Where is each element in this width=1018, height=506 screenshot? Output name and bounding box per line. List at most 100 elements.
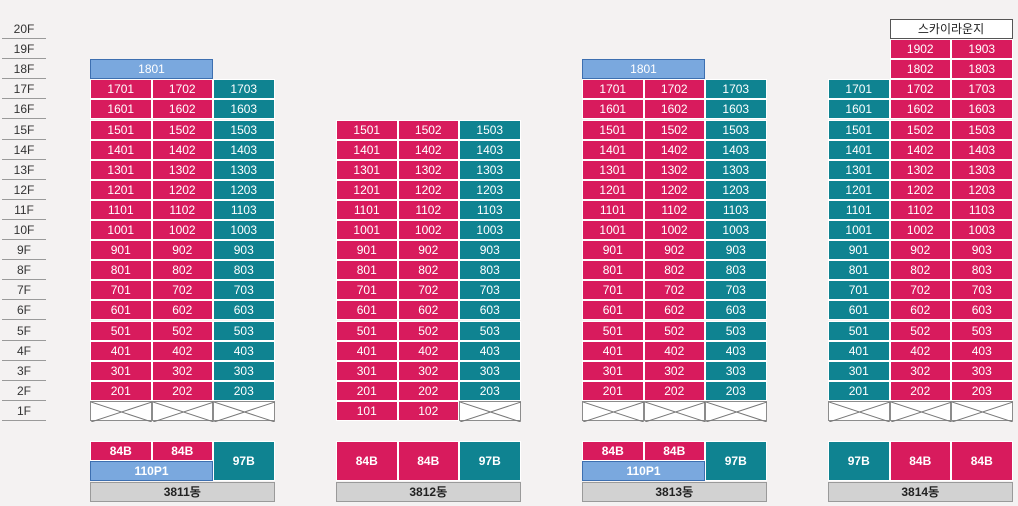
unit-cell: 702 xyxy=(397,280,459,301)
unit-cell: 1202 xyxy=(397,179,459,200)
unit-cell: 1603 xyxy=(213,99,275,120)
unit-type-cell: 110P1 xyxy=(90,461,213,481)
unit-cell: 201 xyxy=(582,380,644,401)
unit-cell: 1201 xyxy=(90,179,152,200)
unit-cell: 403 xyxy=(951,340,1013,361)
unit-cell: 303 xyxy=(951,360,1013,381)
unit-cell: 1103 xyxy=(705,199,767,220)
unit-cell: 701 xyxy=(582,280,644,301)
unit-cell: 1203 xyxy=(213,179,275,200)
unit-cell: 901 xyxy=(828,240,890,261)
unit-cell: 1701 xyxy=(90,79,152,100)
unit-cell: 1003 xyxy=(213,220,275,240)
unit-cell: 801 xyxy=(90,260,152,281)
unit-cell: 701 xyxy=(336,280,398,301)
unit-cell: 1301 xyxy=(90,159,152,180)
unit-type-cell: 84B xyxy=(951,441,1013,481)
unit-cell: 1001 xyxy=(336,220,398,240)
unit-cell: 603 xyxy=(213,300,275,321)
unit-cell: 1403 xyxy=(459,139,521,160)
unit-cell: 1101 xyxy=(336,199,398,220)
unit-cell: 1101 xyxy=(582,199,644,220)
floor-label: 5F xyxy=(2,321,46,341)
unit-cell: 302 xyxy=(889,360,951,381)
unit-cell: 902 xyxy=(397,240,459,261)
unit-cell: 402 xyxy=(889,340,951,361)
unit-cell: 1502 xyxy=(151,119,213,140)
unit-cell: 1301 xyxy=(582,159,644,180)
unit-cell: 1703 xyxy=(705,79,767,100)
unit-cell: 802 xyxy=(889,260,951,281)
unit-cell: 1703 xyxy=(951,79,1013,100)
unit-cell: 102 xyxy=(397,400,459,421)
unit-cell: 1402 xyxy=(397,139,459,160)
unit-cell: 203 xyxy=(213,380,275,401)
unit-cell: 602 xyxy=(889,300,951,321)
unit-cell: 901 xyxy=(336,240,398,261)
unit-cell: 1102 xyxy=(397,199,459,220)
unit-type-cell: 84B xyxy=(643,441,705,461)
unit-cell: 303 xyxy=(213,360,275,381)
unit-cell: 302 xyxy=(151,360,213,381)
unit-cell: 1503 xyxy=(951,119,1013,140)
unit-cell: 601 xyxy=(90,300,152,321)
unit-cell: 801 xyxy=(582,260,644,281)
unit-type-cell: 84B xyxy=(336,441,398,481)
unit-cell: 903 xyxy=(705,240,767,261)
unit-cell: 1503 xyxy=(459,119,521,140)
unit-cell: 1001 xyxy=(582,220,644,240)
unit-cell: 501 xyxy=(90,320,152,341)
unit-cell: 403 xyxy=(213,340,275,361)
floor-label: 17F xyxy=(2,79,46,100)
unit-cell: 1102 xyxy=(889,199,951,220)
unit-cell: 803 xyxy=(705,260,767,281)
unit-cell: 902 xyxy=(889,240,951,261)
unit-cell: 702 xyxy=(643,280,705,301)
unit-cell: 1303 xyxy=(459,159,521,180)
unit-type-cell: 84B xyxy=(889,441,951,481)
unit-cell: 1401 xyxy=(336,139,398,160)
unit-cell: 1701 xyxy=(828,79,890,100)
unit-cell: 1402 xyxy=(643,139,705,160)
unit-cell: 803 xyxy=(459,260,521,281)
unit-cell: 901 xyxy=(582,240,644,261)
unit-cell: 1603 xyxy=(705,99,767,120)
pilotis-cell xyxy=(951,400,1013,422)
unit-cell: 1602 xyxy=(643,99,705,120)
unit-cell: 203 xyxy=(459,380,521,401)
unit-cell: 901 xyxy=(90,240,152,261)
unit-cell: 602 xyxy=(151,300,213,321)
unit-cell: 802 xyxy=(397,260,459,281)
unit-cell: 1501 xyxy=(828,119,890,140)
unit-cell: 502 xyxy=(151,320,213,341)
unit-cell: 701 xyxy=(828,280,890,301)
unit-cell: 1501 xyxy=(90,119,152,140)
unit-cell: 1203 xyxy=(459,179,521,200)
unit-cell: 702 xyxy=(889,280,951,301)
unit-type-cell: 97B xyxy=(459,441,521,481)
unit-cell: 601 xyxy=(336,300,398,321)
unit-cell: 202 xyxy=(151,380,213,401)
unit-type-cell: 97B xyxy=(705,441,767,481)
unit-cell: 203 xyxy=(705,380,767,401)
unit-cell: 1602 xyxy=(151,99,213,120)
unit-cell: 1001 xyxy=(828,220,890,240)
unit-cell: 702 xyxy=(151,280,213,301)
unit-cell: 203 xyxy=(951,380,1013,401)
unit-cell: 803 xyxy=(951,260,1013,281)
unit-cell: 301 xyxy=(828,360,890,381)
unit-cell: 1303 xyxy=(705,159,767,180)
unit-type-cell: 84B xyxy=(90,441,152,461)
unit-cell: 1202 xyxy=(643,179,705,200)
unit-cell: 1703 xyxy=(213,79,275,100)
floor-label: 4F xyxy=(2,341,46,361)
unit-cell: 1202 xyxy=(151,179,213,200)
unit-cell: 302 xyxy=(397,360,459,381)
floor-label: 6F xyxy=(2,300,46,321)
unit-cell: 502 xyxy=(643,320,705,341)
unit-cell: 1201 xyxy=(336,179,398,200)
unit-cell: 902 xyxy=(151,240,213,261)
unit-cell: 703 xyxy=(951,280,1013,301)
unit-cell: 1301 xyxy=(336,159,398,180)
unit-cell: 1603 xyxy=(951,99,1013,120)
